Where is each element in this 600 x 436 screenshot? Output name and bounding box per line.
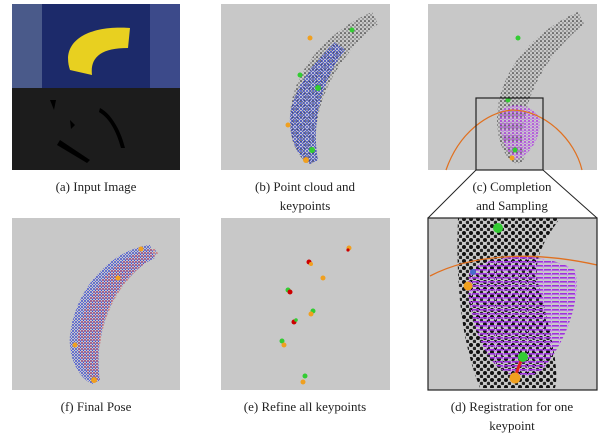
caption: (a) Input Image <box>56 179 137 194</box>
caption: (b) Point cloud and <box>255 179 356 194</box>
caption: (d) Registration for one <box>451 399 574 414</box>
panel-f <box>12 218 180 390</box>
caption: keypoints <box>280 198 331 213</box>
panel-b <box>221 4 390 170</box>
caption: (c) Completion <box>472 179 552 194</box>
figure: (a) Input Image (b) Point cloud and keyp… <box>0 0 600 436</box>
caption: (e) Refine all keypoints <box>244 399 366 414</box>
caption: (f) Final Pose <box>61 399 132 414</box>
caption: keypoint <box>489 418 535 433</box>
caption: and Sampling <box>476 198 548 213</box>
panel-e <box>221 218 390 390</box>
panel-a <box>12 4 180 170</box>
panel-d <box>428 218 597 390</box>
panel-c <box>428 4 597 170</box>
